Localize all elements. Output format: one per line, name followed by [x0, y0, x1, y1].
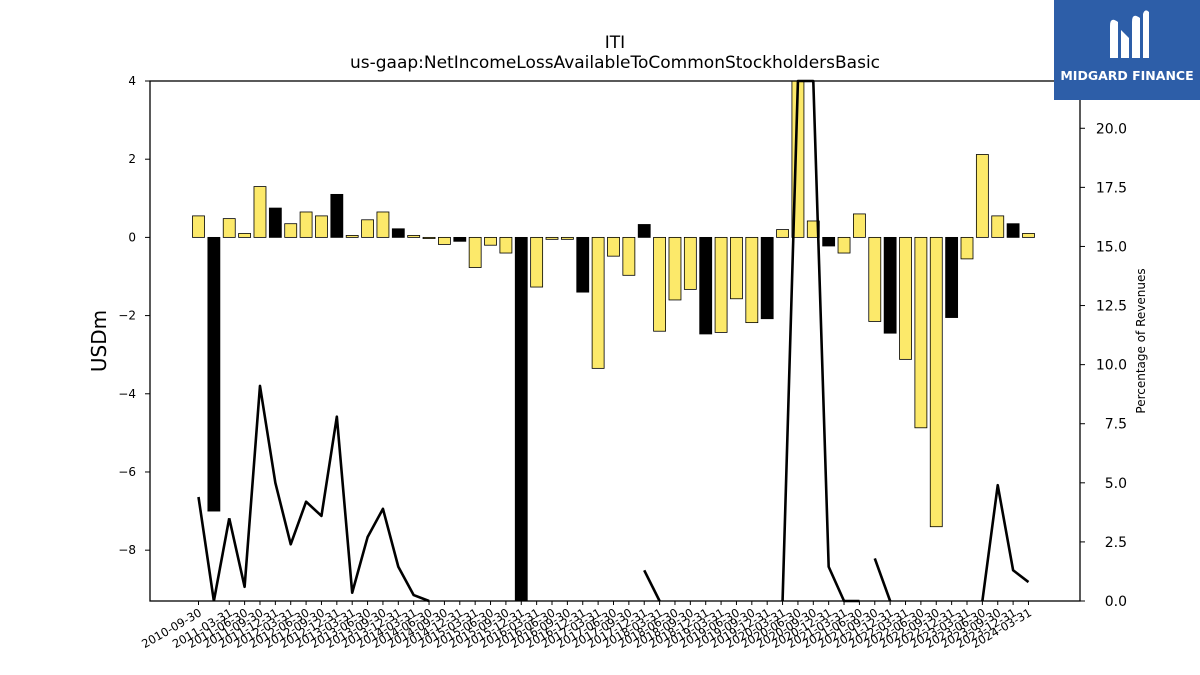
- y-tick-label: 4: [128, 74, 136, 88]
- bar: [391, 228, 405, 238]
- bar: [192, 215, 205, 238]
- bar: [576, 236, 590, 293]
- bar: [668, 236, 682, 301]
- bar: [207, 236, 221, 512]
- bar: [607, 236, 620, 257]
- y2-tick-label: 0.0: [1105, 594, 1127, 610]
- y2-tick-label: 17.5: [1096, 180, 1127, 196]
- y2-tick-label: 15.0: [1096, 239, 1127, 255]
- bar: [315, 215, 328, 238]
- bar: [914, 236, 928, 429]
- bar: [622, 236, 636, 276]
- bar: [514, 236, 528, 602]
- bar: [238, 233, 252, 238]
- y2-tick-label: 5.0: [1105, 476, 1127, 492]
- y2-axis-label: Percentage of Revenues: [1134, 268, 1148, 413]
- bar: [222, 218, 236, 238]
- y-axis-left: 4 2 0 −2 −4 −6 −8: [118, 74, 150, 557]
- bar: [361, 219, 374, 238]
- bar: [745, 236, 759, 324]
- line-segment: [212, 518, 231, 602]
- bar: [453, 236, 467, 242]
- bar: [545, 236, 559, 240]
- bar-series: [192, 80, 1035, 602]
- bar: [560, 236, 574, 240]
- bar: [530, 236, 544, 288]
- line-segment: [873, 558, 892, 602]
- y-tick-label: −6: [118, 465, 136, 479]
- bar: [499, 236, 513, 254]
- brand-name: MIDGARD FINANCE: [1060, 68, 1194, 83]
- bar: [653, 236, 666, 332]
- brand-logo: MIDGARD FINANCE: [1054, 0, 1200, 100]
- bar: [284, 223, 298, 238]
- bar: [637, 224, 651, 238]
- bar: [899, 236, 912, 360]
- bar: [822, 236, 836, 247]
- y2-tick-label: 10.0: [1096, 358, 1127, 374]
- bar: [806, 220, 820, 238]
- bar: [730, 236, 743, 300]
- y2-tick-label: 20.0: [1096, 121, 1127, 137]
- chart-title: ITI: [605, 33, 625, 53]
- bar: [929, 236, 943, 528]
- y-tick-label: −8: [118, 543, 136, 557]
- x-axis: 2010-09-302011-03-312011-06-302011-09-30…: [139, 601, 1034, 651]
- bar: [960, 236, 974, 260]
- bar: [376, 211, 390, 238]
- bar: [991, 215, 1005, 238]
- bar: [1006, 223, 1020, 238]
- bar: [299, 211, 313, 238]
- bar: [853, 213, 866, 238]
- bar: [268, 207, 282, 238]
- y-tick-label: −2: [118, 309, 136, 323]
- y2-tick-label: 12.5: [1096, 299, 1127, 315]
- bar: [699, 236, 713, 335]
- line-segment: [227, 384, 430, 603]
- y-tick-label: −4: [118, 387, 136, 401]
- y-axis-right: 0.0 2.5 5.0 7.5 10.0 12.5 15.0 17.5 20.0: [1080, 121, 1127, 610]
- line-segment: [197, 496, 216, 602]
- bar: [253, 186, 267, 238]
- bar: [422, 236, 436, 239]
- bar: [330, 193, 344, 238]
- bar: [438, 236, 451, 245]
- bar: [975, 154, 989, 238]
- bar: [591, 236, 605, 369]
- bar: [683, 236, 697, 290]
- bar: [868, 236, 882, 322]
- chart-subtitle: us-gaap:NetIncomeLossAvailableToCommonSt…: [350, 53, 880, 73]
- y2-tick-label: 2.5: [1105, 535, 1127, 551]
- bar: [1022, 233, 1035, 238]
- bar: [345, 235, 359, 238]
- y-tick-label: 2: [128, 152, 136, 166]
- bar: [837, 236, 851, 254]
- bar: [407, 235, 421, 238]
- bar: [760, 236, 774, 320]
- midgard-logo-icon: [1110, 10, 1149, 58]
- bar: [883, 236, 897, 334]
- plot-frame: [149, 80, 1081, 602]
- bar: [484, 236, 497, 246]
- line-segment: [981, 483, 1030, 602]
- bar: [776, 229, 789, 238]
- bar: [468, 236, 482, 268]
- bar: [945, 236, 959, 318]
- y-axis-label: USDm: [87, 310, 111, 372]
- y2-tick-label: 7.5: [1105, 417, 1127, 433]
- y-tick-label: 0: [128, 230, 136, 244]
- line-segment: [643, 569, 661, 602]
- bar: [714, 236, 728, 333]
